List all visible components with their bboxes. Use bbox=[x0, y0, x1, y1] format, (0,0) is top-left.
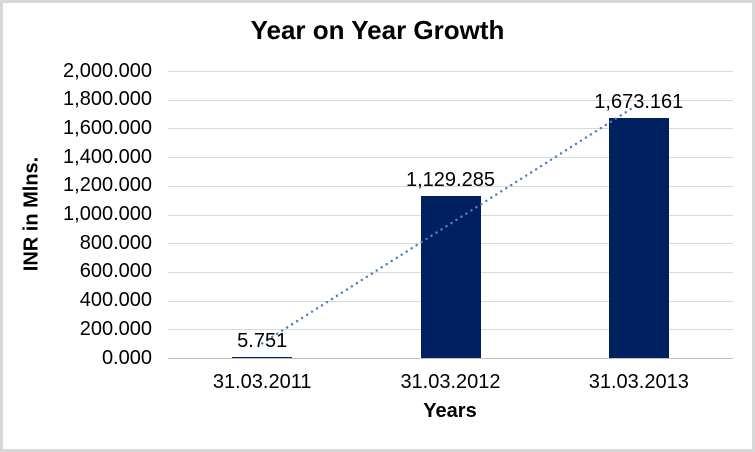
gridline bbox=[168, 71, 733, 72]
bar bbox=[232, 357, 293, 358]
bar bbox=[608, 117, 669, 358]
y-axis-tick-label: 200.000 bbox=[79, 317, 152, 340]
data-label: 1,129.285 bbox=[406, 168, 495, 191]
y-axis-tick-label: 1,800.000 bbox=[63, 88, 152, 111]
y-axis-tick-label: 1,600.000 bbox=[63, 116, 152, 139]
data-label: 1,673.161 bbox=[594, 90, 684, 113]
data-label: 5.751 bbox=[237, 330, 288, 353]
y-axis-tick-label: 1,400.000 bbox=[63, 145, 152, 168]
y-axis-tick-label: 2,000.000 bbox=[63, 59, 152, 82]
x-axis-tick-label: 31.03.2011 bbox=[212, 371, 312, 393]
x-axis-line bbox=[168, 358, 733, 359]
y-axis-tick-label: 1,000.000 bbox=[63, 203, 152, 225]
y-axis-tick-label: 0.000 bbox=[101, 346, 152, 369]
y-axis-tick-label: 600.000 bbox=[79, 260, 152, 283]
gridline bbox=[168, 99, 733, 101]
bar bbox=[420, 195, 481, 358]
y-axis-tick-label: 800.000 bbox=[79, 231, 152, 254]
x-axis-tick-label: 31.03.2012 bbox=[400, 371, 501, 393]
y-axis-tick-label: 1,200.000 bbox=[63, 174, 152, 197]
chart-title: Year on Year Growth bbox=[250, 15, 505, 45]
x-axis-tick-label: 31.03.2013 bbox=[588, 371, 689, 393]
y-axis-tick-label: 400.000 bbox=[79, 289, 152, 312]
y-axis-title: INR in Mlns. bbox=[20, 156, 43, 272]
x-axis-title: Years bbox=[423, 400, 477, 422]
